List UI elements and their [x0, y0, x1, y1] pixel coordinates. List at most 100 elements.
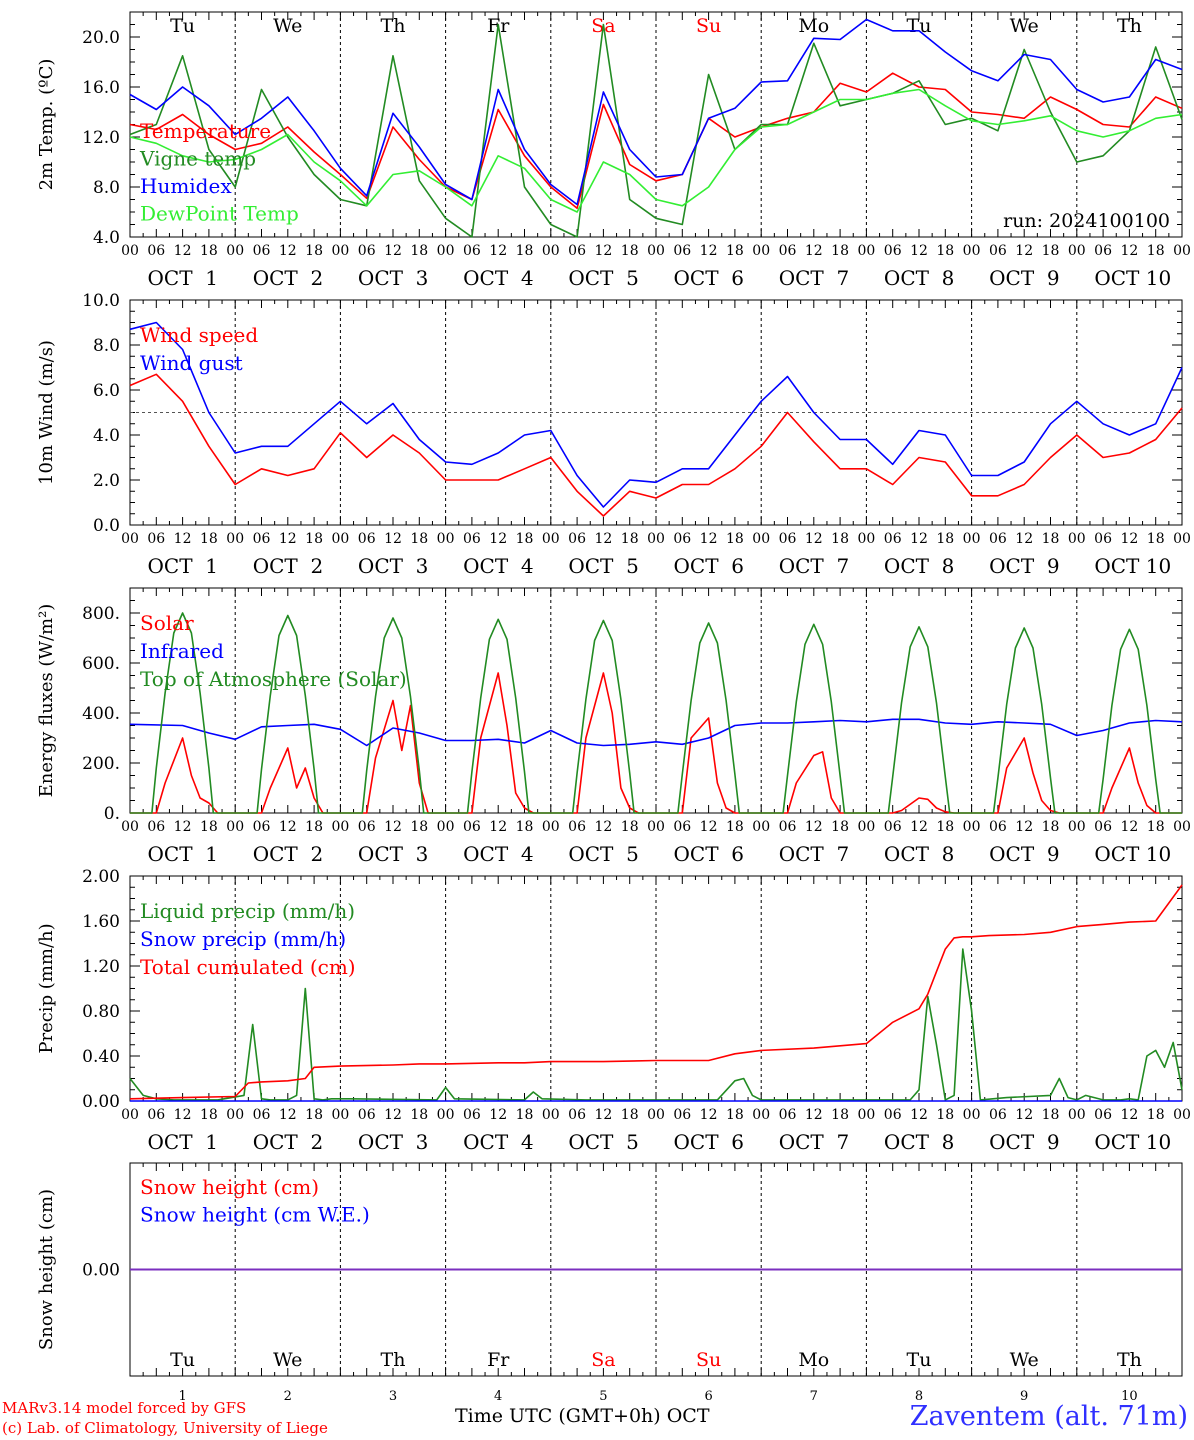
- date-label: OCT 8: [884, 842, 954, 866]
- day-name-label: Th: [1117, 1349, 1142, 1371]
- day-name-label: Mo: [798, 15, 829, 37]
- hour-tick-label: 12: [805, 819, 823, 835]
- y-tick-label: 20.0: [82, 28, 120, 48]
- hour-tick-label: 00: [752, 819, 770, 835]
- hour-tick-label: 00: [226, 819, 244, 835]
- series-dewpoint-temp-line: [129, 88, 1183, 213]
- hour-tick-label: 06: [673, 243, 691, 259]
- series-top-of-atmosphere-solar-line: [130, 612, 1182, 814]
- hour-tick-label: 18: [305, 243, 323, 259]
- hour-tick-label: 00: [1068, 531, 1086, 547]
- legend-entry: Solar: [140, 611, 194, 635]
- legend-entry: DewPoint Temp: [140, 202, 299, 226]
- hour-tick-label: 18: [831, 243, 849, 259]
- day-name-label: Th: [381, 15, 406, 37]
- hour-tick-label: 06: [463, 243, 481, 259]
- day-number-label: 9: [1020, 1389, 1028, 1404]
- y-tick-label: 2.0: [93, 471, 120, 491]
- hour-tick-label: 12: [1015, 531, 1033, 547]
- hour-tick-label: 12: [910, 1107, 928, 1123]
- hour-tick-label: 00: [226, 531, 244, 547]
- y-tick-label: 4.0: [93, 426, 120, 446]
- date-label: OCT 5: [568, 1130, 638, 1154]
- hour-tick-label: 12: [1120, 819, 1138, 835]
- y-tick-label: 0.00: [82, 1261, 120, 1281]
- y-tick-label: 0.0: [93, 516, 120, 536]
- hour-tick-label: 06: [253, 531, 271, 547]
- hour-tick-label: 18: [200, 243, 218, 259]
- date-label: OCT 8: [884, 266, 954, 290]
- hour-tick-label: 18: [621, 531, 639, 547]
- hour-tick-label: 00: [1173, 243, 1191, 259]
- hour-tick-label: 00: [1173, 531, 1191, 547]
- series-infrared-line: [129, 718, 1183, 747]
- hour-tick-label: 00: [542, 1107, 560, 1123]
- hour-tick-label: 06: [568, 243, 586, 259]
- hour-tick-label: 12: [700, 819, 718, 835]
- y-tick-label: 1.60: [82, 912, 120, 932]
- date-label: OCT 7: [779, 1130, 849, 1154]
- hour-tick-label: 18: [1042, 1107, 1060, 1123]
- series-vigne-temp-line: [129, 23, 1183, 238]
- hour-tick-label: 06: [673, 819, 691, 835]
- hour-tick-label: 00: [963, 531, 981, 547]
- series-humidex-line: [129, 18, 1183, 206]
- hour-tick-label: 06: [463, 1107, 481, 1123]
- hour-tick-label: 06: [1094, 819, 1112, 835]
- date-label: OCT 9: [989, 842, 1059, 866]
- hour-tick-label: 00: [1068, 1107, 1086, 1123]
- day-name-label: Su: [696, 1349, 721, 1371]
- hour-tick-label: 00: [121, 531, 139, 547]
- y-axis-label: Snow height (cm): [36, 1189, 57, 1350]
- hour-tick-label: 06: [253, 1107, 271, 1123]
- series-total-cumulated-cm-line: [129, 884, 1183, 1100]
- run-annotation: run: 2024100100: [1003, 210, 1170, 232]
- hour-tick-label: 12: [594, 819, 612, 835]
- hour-tick-label: 12: [1120, 243, 1138, 259]
- hour-tick-label: 00: [542, 243, 560, 259]
- hour-tick-label: 18: [200, 819, 218, 835]
- credit-line-2: (c) Lab. of Climatology, University of L…: [2, 1419, 328, 1437]
- hour-tick-label: 18: [1042, 531, 1060, 547]
- date-label: OCT 10: [1094, 842, 1171, 866]
- day-number-label: 2: [284, 1389, 292, 1404]
- hour-tick-label: 18: [305, 1107, 323, 1123]
- date-label: OCT 8: [884, 1130, 954, 1154]
- hour-tick-label: 18: [516, 531, 534, 547]
- date-label: OCT 3: [358, 554, 428, 578]
- hour-tick-label: 12: [910, 819, 928, 835]
- hour-tick-label: 12: [594, 243, 612, 259]
- hour-tick-label: 12: [1015, 1107, 1033, 1123]
- hour-tick-label: 06: [147, 819, 165, 835]
- hour-tick-label: 00: [1173, 819, 1191, 835]
- day-number-label: 3: [389, 1389, 397, 1404]
- y-tick-label: 8.0: [93, 178, 120, 198]
- hour-tick-label: 00: [647, 819, 665, 835]
- date-label: OCT 6: [674, 266, 744, 290]
- hour-tick-label: 00: [857, 819, 875, 835]
- date-label: OCT 5: [568, 842, 638, 866]
- hour-tick-label: 12: [594, 1107, 612, 1123]
- date-label: OCT 10: [1094, 554, 1171, 578]
- hour-tick-label: 00: [331, 1107, 349, 1123]
- hour-tick-label: 12: [1015, 243, 1033, 259]
- hour-tick-label: 12: [489, 531, 507, 547]
- date-label: OCT 10: [1094, 266, 1171, 290]
- y-tick-label: 1.20: [82, 957, 120, 977]
- hour-tick-label: 12: [384, 243, 402, 259]
- hour-tick-label: 12: [910, 243, 928, 259]
- hour-tick-label: 18: [936, 531, 954, 547]
- hour-tick-label: 18: [200, 531, 218, 547]
- hour-tick-label: 18: [516, 1107, 534, 1123]
- hour-tick-label: 06: [358, 531, 376, 547]
- hour-tick-label: 12: [1015, 819, 1033, 835]
- hour-tick-label: 18: [726, 531, 744, 547]
- hour-tick-label: 12: [174, 1107, 192, 1123]
- hour-tick-label: 00: [963, 819, 981, 835]
- day-number-label: 7: [810, 1389, 818, 1404]
- hour-tick-label: 12: [174, 531, 192, 547]
- hour-tick-label: 00: [752, 1107, 770, 1123]
- legend-entry: Wind speed: [140, 323, 258, 347]
- hour-tick-label: 00: [1068, 819, 1086, 835]
- hour-tick-label: 06: [568, 531, 586, 547]
